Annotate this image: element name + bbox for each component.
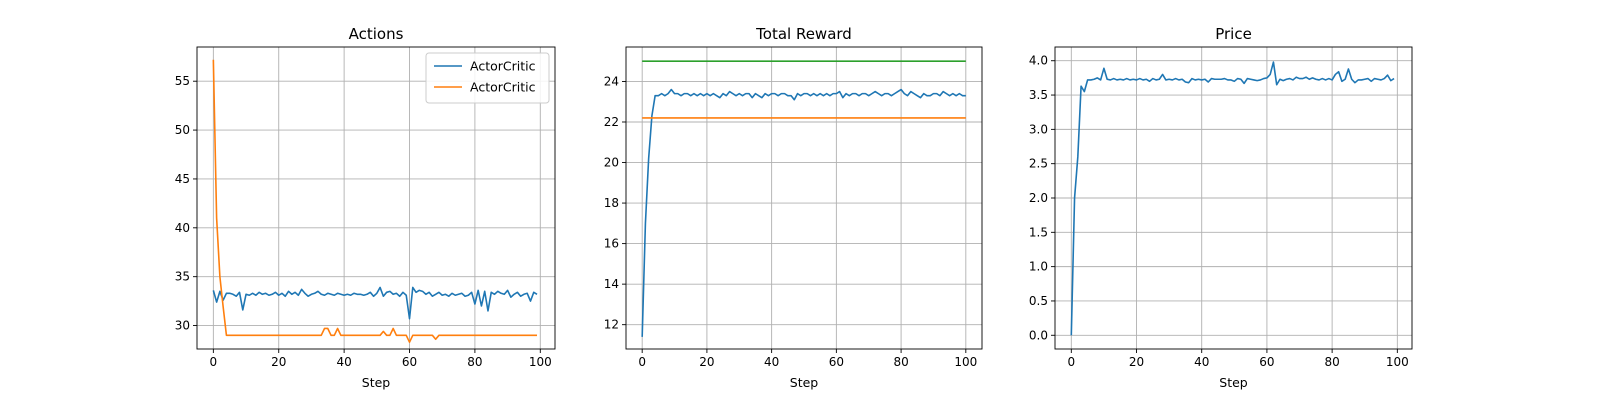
x-tick-label: 0	[638, 355, 646, 369]
y-tick-label: 24	[604, 74, 619, 88]
y-tick-label: 45	[175, 172, 190, 186]
series-line-1	[212, 59, 538, 343]
x-tick-label: 100	[954, 355, 977, 369]
plot-frame	[196, 46, 556, 350]
total-reward-chart: 0 20 40 60 80 100 12 14 16 18 20 22 24 Total Reward St…	[604, 25, 983, 390]
y-tick-label: 35	[175, 270, 190, 284]
plot-frame	[625, 46, 983, 350]
x-axis-label: Step	[1219, 375, 1248, 390]
y-tick-label: 12	[604, 318, 619, 332]
x-axis-label: Step	[362, 375, 391, 390]
series-line-0	[1070, 61, 1395, 336]
y-tick-label: 55	[175, 74, 190, 88]
chart-title: Total Reward	[755, 25, 852, 43]
y-tick-label: 4.0	[1029, 54, 1048, 68]
y-tick-label: 18	[604, 196, 619, 210]
y-tick-label: 3.5	[1029, 88, 1048, 102]
x-tick-label: 0	[1067, 355, 1075, 369]
chart-title: Price	[1215, 25, 1252, 43]
y-tick-label: 50	[175, 123, 190, 137]
series-line-0	[641, 88, 966, 337]
x-tick-label: 80	[1324, 355, 1339, 369]
x-tick-label: 0	[210, 355, 218, 369]
legend: ActorCritic ActorCritic	[425, 52, 550, 104]
y-tick-label: 0.0	[1029, 328, 1048, 342]
x-tick-label: 40	[764, 355, 779, 369]
price-chart: 0 20 40 60 80 100 0.0 0.5 1.0 1.5 2.0 2.5 3.0 3.5 4.0 P…	[1029, 25, 1413, 390]
series-line-0	[212, 286, 538, 320]
y-tick-label: 20	[604, 156, 619, 170]
x-tick-label: 60	[402, 355, 417, 369]
x-axis-label: Step	[790, 375, 819, 390]
x-tick-label: 80	[467, 355, 482, 369]
x-tick-label: 20	[1129, 355, 1144, 369]
y-tick-label: 30	[175, 319, 190, 333]
legend-label: ActorCritic	[470, 80, 536, 95]
y-tick-label: 2.0	[1029, 191, 1048, 205]
legend-label: ActorCritic	[470, 59, 536, 74]
chart-title: Actions	[349, 25, 404, 43]
y-tick-label: 2.5	[1029, 157, 1048, 171]
y-tick-label: 16	[604, 237, 619, 251]
x-tick-label: 40	[336, 355, 351, 369]
actions-chart: 0 20 40 60 80 100 30 35 40 45 50 55 Actions Step Actor…	[175, 25, 556, 390]
x-tick-label: 20	[699, 355, 714, 369]
x-tick-label: 100	[529, 355, 552, 369]
y-tick-label: 1.5	[1029, 225, 1048, 239]
x-tick-label: 80	[893, 355, 908, 369]
x-tick-label: 40	[1194, 355, 1209, 369]
y-tick-label: 1.0	[1029, 260, 1048, 274]
x-tick-label: 20	[271, 355, 286, 369]
y-tick-label: 14	[604, 277, 619, 291]
x-tick-label: 100	[1386, 355, 1409, 369]
x-tick-label: 60	[829, 355, 844, 369]
y-tick-label: 40	[175, 221, 190, 235]
y-tick-label: 3.0	[1029, 122, 1048, 136]
y-tick-label: 0.5	[1029, 294, 1048, 308]
y-tick-label: 22	[604, 115, 619, 129]
x-tick-label: 60	[1259, 355, 1274, 369]
